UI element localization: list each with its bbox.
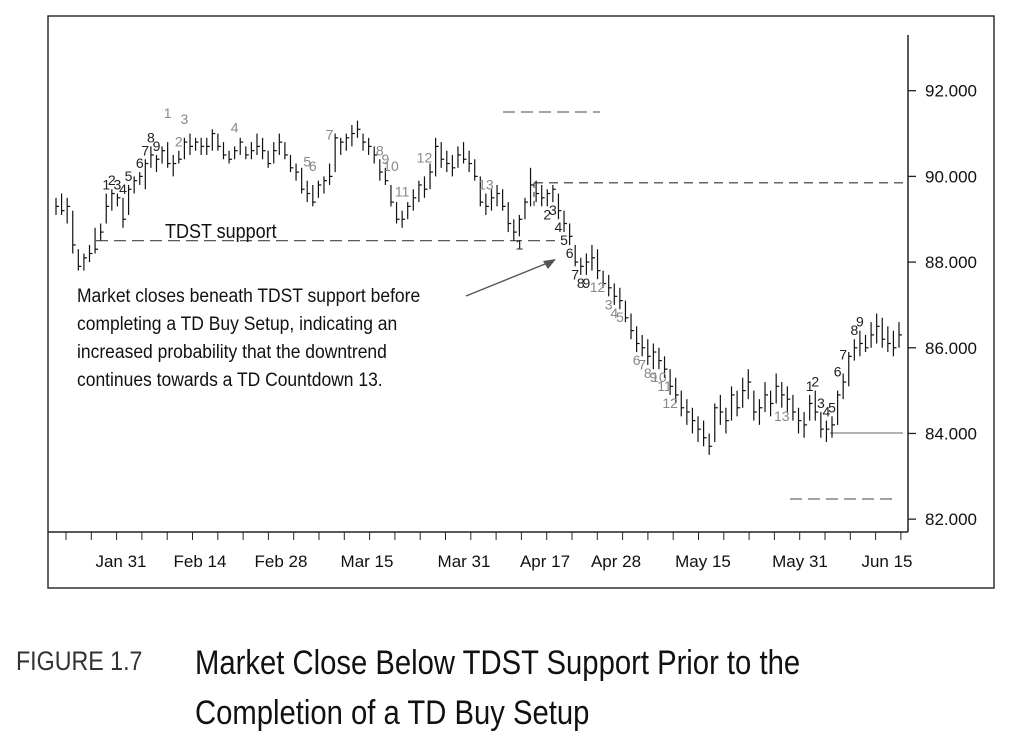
setup-count-label: 8 <box>577 275 585 291</box>
x-tick-label: Feb 14 <box>174 552 227 571</box>
setup-count-label: 4 <box>610 305 618 321</box>
x-tick-label: Jun 15 <box>861 552 912 571</box>
annotation-arrow <box>465 259 556 297</box>
setup-count-label: 8 <box>850 322 858 338</box>
setup-count-label: 3 <box>181 111 189 127</box>
setup-count-label: 8 <box>376 142 384 158</box>
setup-count-label: 7 <box>326 127 334 143</box>
setup-count-label: 5 <box>616 309 624 325</box>
setup-count-label: 12 <box>590 279 606 295</box>
setup-count-label: 9 <box>856 314 864 330</box>
y-tick-label: 84.000 <box>925 424 977 443</box>
setup-count-label: 11 <box>657 378 672 394</box>
figure-title-line-1: Market Close Below TDST Support Prior to… <box>195 644 801 682</box>
setup-count-label: 7 <box>638 356 646 372</box>
x-tick-label: Mar 31 <box>438 552 491 571</box>
x-tick-label: May 15 <box>675 552 731 571</box>
setup-count-label: 10 <box>383 158 399 174</box>
y-tick-label: 86.000 <box>925 339 977 358</box>
setup-count-label: 6 <box>309 158 317 174</box>
setup-count-label: 10 <box>651 369 667 385</box>
reference-lines <box>96 111 903 500</box>
setup-count-label: 1 <box>164 105 172 121</box>
setup-count-label: 1 <box>102 177 110 193</box>
price-bars <box>55 120 902 455</box>
setup-count-label: 7 <box>141 142 149 158</box>
setup-count-label: 12 <box>662 395 678 411</box>
setup-count-label: 5 <box>303 154 311 170</box>
setup-count-label: 7 <box>571 266 579 282</box>
setup-count-label: 7 <box>839 346 847 362</box>
annotations: TDST support Market closes beneath TDST … <box>77 221 420 390</box>
setup-count-label: 4 <box>119 181 127 197</box>
y-tick-label: 88.000 <box>925 253 977 272</box>
setup-count-label: 5 <box>828 399 836 415</box>
setup-count-label: 4 <box>555 219 563 235</box>
figure-title-line-2: Completion of a TD Buy Setup <box>195 694 590 732</box>
x-tick-label: Apr 17 <box>520 552 570 571</box>
setup-count-label: 9 <box>582 275 590 291</box>
x-tick-label: Jan 31 <box>95 552 146 571</box>
setup-count-label: 6 <box>834 364 842 380</box>
setup-count-label: 9 <box>649 369 657 385</box>
annotation-line-2: completing a TD Buy Setup, indicating an <box>77 312 397 334</box>
y-tick-label: 82.000 <box>925 510 977 529</box>
chart-border <box>47 15 995 589</box>
setup-count-label: 3 <box>114 177 122 193</box>
setup-count-label: 8 <box>147 129 155 145</box>
x-tick-label: May 31 <box>772 552 828 571</box>
support-label: TDST support <box>165 221 277 243</box>
axes: 82.000 84.000 86.000 88.000 90.000 92.000 Jan … <box>48 35 977 571</box>
setup-count-label: 5 <box>560 232 568 248</box>
setup-count-label: 2 <box>811 374 819 390</box>
setup-count-label: 6 <box>633 352 641 368</box>
setup-count-label: 13 <box>774 408 790 424</box>
setup-count-label: 3 <box>605 296 613 312</box>
setup-count-label: 8 <box>644 365 652 381</box>
setup-count-label: 2 <box>175 134 183 150</box>
setup-count-label: 11 <box>395 184 410 200</box>
setup-count-label: 4 <box>231 119 239 135</box>
setup-count-label: 2 <box>543 206 551 222</box>
setup-count-label: 12 <box>417 149 433 165</box>
annotation-line-4: continues towards a TD Countdown 13. <box>77 368 383 390</box>
setup-count-label: 6 <box>136 155 144 171</box>
x-tick-label: Apr 28 <box>591 552 641 571</box>
setup-count-label: 13 <box>478 177 494 193</box>
y-tick-label: 90.000 <box>925 167 977 186</box>
figure-title: Market Close Below TDST Support Prior to… <box>195 638 800 738</box>
figure-label: FIGURE 1.7 <box>16 646 143 676</box>
x-tick-label: Feb 28 <box>255 552 308 571</box>
setup-count-label: 1 <box>806 378 814 394</box>
setup-count-label: 2 <box>108 172 116 188</box>
setup-count-label: 9 <box>381 151 389 167</box>
setup-count-label: 6 <box>566 245 574 261</box>
y-tick-label: 92.000 <box>925 82 977 101</box>
setup-count-label: 1 <box>515 236 523 252</box>
setup-count-label: 4 <box>823 404 831 420</box>
setup-count-label: 5 <box>125 168 133 184</box>
x-tick-label: Mar 15 <box>341 552 394 571</box>
setup-count-label: 3 <box>817 395 825 411</box>
annotation-line-3: increased probability that the downtrend <box>77 340 387 362</box>
setup-count-label: 9 <box>153 138 161 154</box>
chart: 82.000 84.000 86.000 88.000 90.000 92.000 Jan … <box>47 15 995 589</box>
annotation-line-1: Market closes beneath TDST support befor… <box>77 284 420 306</box>
setup-count-label: 3 <box>549 202 557 218</box>
